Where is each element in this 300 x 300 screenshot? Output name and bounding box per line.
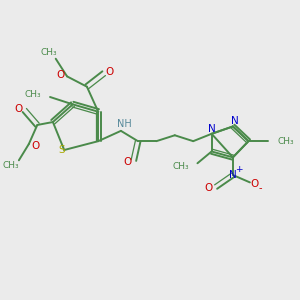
Text: O: O	[31, 141, 39, 151]
Text: CH₃: CH₃	[40, 48, 57, 57]
Text: N: N	[208, 124, 215, 134]
Text: O: O	[57, 70, 65, 80]
Text: CH₃: CH₃	[25, 90, 42, 99]
Text: S: S	[58, 145, 65, 155]
Text: O: O	[205, 183, 213, 193]
Text: O: O	[251, 179, 259, 189]
Text: +: +	[235, 165, 242, 174]
Text: CH₃: CH₃	[173, 162, 190, 171]
Text: -: -	[258, 183, 262, 193]
Text: O: O	[105, 67, 113, 77]
Text: N: N	[229, 170, 237, 180]
Text: O: O	[14, 104, 22, 114]
Text: NH: NH	[117, 119, 132, 129]
Text: CH₃: CH₃	[3, 161, 19, 170]
Text: CH₃: CH₃	[278, 137, 294, 146]
Text: O: O	[123, 157, 132, 167]
Text: N: N	[231, 116, 239, 126]
